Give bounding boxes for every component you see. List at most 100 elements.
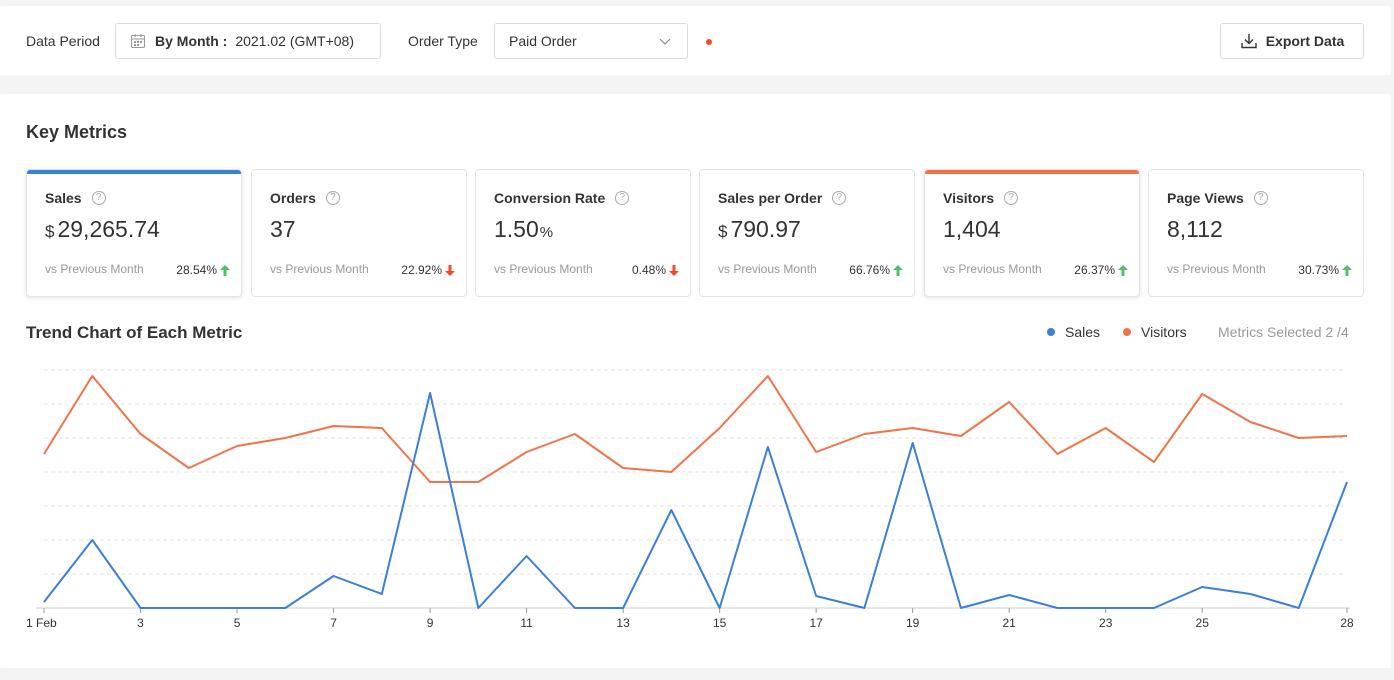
metric-card-visitors[interactable]: Visitors? 1,404 vs Previous Month 26.37% bbox=[924, 169, 1140, 297]
download-icon bbox=[1241, 34, 1257, 49]
x-tick-label: 25 bbox=[1196, 616, 1210, 630]
period-mode: By Month : bbox=[155, 33, 228, 49]
comparison-label: vs Previous Month bbox=[494, 262, 593, 276]
change-percent: 0.48% bbox=[632, 263, 679, 277]
help-icon[interactable]: ? bbox=[832, 191, 847, 205]
metric-number: 8,112 bbox=[1167, 216, 1223, 242]
x-tick-label: 3 bbox=[137, 616, 144, 630]
currency-prefix: $ bbox=[45, 222, 55, 241]
metric-value: 8,112 bbox=[1167, 216, 1223, 243]
metric-number: 37 bbox=[270, 216, 296, 242]
x-tick-label: 28 bbox=[1340, 616, 1354, 630]
comparison-label: vs Previous Month bbox=[718, 262, 817, 276]
data-period-picker[interactable]: By Month : 2021.02 (GMT+08) bbox=[115, 23, 381, 59]
metric-name-label: Orders bbox=[270, 190, 316, 206]
metric-value: $790.97 bbox=[718, 216, 801, 243]
metric-card-page-views[interactable]: Page Views? 8,112 vs Previous Month 30.73% bbox=[1148, 169, 1364, 297]
legend-label-visitors: Visitors bbox=[1141, 324, 1187, 340]
comparison-label: vs Previous Month bbox=[45, 262, 144, 276]
x-tick-label: 11 bbox=[520, 616, 533, 630]
x-tick-label: 5 bbox=[234, 616, 241, 630]
metric-name: Sales? bbox=[45, 190, 106, 206]
change-value: 66.76% bbox=[849, 263, 890, 277]
metric-number: 29,265.74 bbox=[57, 216, 160, 242]
help-icon[interactable]: ? bbox=[1004, 191, 1019, 205]
metric-name: Orders? bbox=[270, 190, 340, 206]
comparison-label: vs Previous Month bbox=[943, 262, 1042, 276]
metric-number: 1.50 bbox=[494, 216, 539, 242]
period-value: 2021.02 (GMT+08) bbox=[235, 33, 354, 49]
legend-visitors[interactable]: Visitors bbox=[1123, 324, 1187, 340]
metric-value: 37 bbox=[270, 216, 296, 243]
arrow-up-icon bbox=[893, 264, 903, 276]
calendar-icon bbox=[131, 34, 145, 48]
change-percent: 26.37% bbox=[1074, 263, 1128, 277]
metric-name: Visitors? bbox=[943, 190, 1019, 206]
metric-card-sales-per-order[interactable]: Sales per Order? $790.97 vs Previous Month… bbox=[699, 169, 915, 297]
metric-value: 1,404 bbox=[943, 216, 1001, 243]
x-tick-label: 15 bbox=[713, 616, 727, 630]
x-tick-label: 7 bbox=[330, 616, 337, 630]
arrow-down-icon bbox=[669, 264, 679, 276]
arrow-down-icon bbox=[445, 264, 455, 276]
x-tick-label: 1 Feb bbox=[26, 616, 57, 630]
selected-indicator bbox=[925, 170, 1139, 174]
help-icon[interactable]: ? bbox=[325, 191, 340, 205]
metric-card-conversion-rate[interactable]: Conversion Rate? 1.50% vs Previous Month 0.… bbox=[475, 169, 691, 297]
change-percent: 28.54% bbox=[176, 263, 230, 277]
notification-dot bbox=[706, 39, 712, 45]
x-tick-label: 17 bbox=[809, 616, 823, 630]
change-value: 30.73% bbox=[1298, 263, 1339, 277]
series-line-sales[interactable] bbox=[43, 392, 1348, 609]
metric-number: 790.97 bbox=[730, 216, 801, 242]
order-type-value: Paid Order bbox=[509, 33, 577, 49]
order-type-select[interactable]: Paid Order bbox=[494, 23, 688, 59]
metric-name: Sales per Order? bbox=[718, 190, 847, 206]
currency-prefix: $ bbox=[718, 222, 728, 241]
change-percent: 22.92% bbox=[401, 263, 455, 277]
order-type-label: Order Type bbox=[408, 33, 478, 49]
unit-suffix: % bbox=[539, 224, 554, 241]
metric-name-label: Sales per Order bbox=[718, 190, 823, 206]
arrow-up-icon bbox=[1342, 264, 1352, 276]
metric-name-label: Sales bbox=[45, 190, 82, 206]
legend-sales[interactable]: Sales bbox=[1047, 324, 1100, 340]
change-value: 26.37% bbox=[1074, 263, 1115, 277]
key-metrics-title: Key Metrics bbox=[26, 122, 128, 142]
arrow-up-icon bbox=[1118, 264, 1128, 276]
metric-name-label: Visitors bbox=[943, 190, 995, 206]
change-percent: 66.76% bbox=[849, 263, 903, 277]
legend-dot-sales bbox=[1047, 328, 1055, 336]
metric-name-label: Page Views bbox=[1167, 190, 1244, 206]
key-metrics-panel: Key Metrics Sales? $29,265.74 vs Previous … bbox=[0, 94, 1391, 668]
export-data-button[interactable]: Export Data bbox=[1220, 23, 1364, 59]
change-value: 0.48% bbox=[631, 263, 666, 277]
help-icon[interactable]: ? bbox=[615, 191, 630, 205]
help-icon[interactable]: ? bbox=[1253, 191, 1268, 205]
help-icon[interactable]: ? bbox=[91, 191, 106, 205]
metric-name: Page Views? bbox=[1167, 190, 1268, 206]
legend-label-sales: Sales bbox=[1065, 324, 1101, 340]
metric-number: 1,404 bbox=[943, 216, 1001, 242]
x-tick-label: 23 bbox=[1099, 616, 1113, 630]
metric-name-label: Conversion Rate bbox=[494, 190, 606, 206]
series-line-visitors[interactable] bbox=[43, 375, 1348, 483]
metric-card-sales[interactable]: Sales? $29,265.74 vs Previous Month 28.54% bbox=[26, 169, 242, 297]
metric-value: $29,265.74 bbox=[45, 216, 160, 243]
metric-card-orders[interactable]: Orders? 37 vs Previous Month 22.92% bbox=[251, 169, 467, 297]
change-value: 28.54% bbox=[176, 263, 217, 277]
comparison-label: vs Previous Month bbox=[1167, 262, 1266, 276]
x-tick-label: 13 bbox=[616, 616, 630, 630]
metric-name: Conversion Rate? bbox=[494, 190, 630, 206]
comparison-label: vs Previous Month bbox=[270, 262, 369, 276]
arrow-up-icon bbox=[220, 264, 230, 276]
change-percent: 30.73% bbox=[1298, 263, 1352, 277]
chevron-down-icon bbox=[659, 38, 671, 45]
x-tick-label: 19 bbox=[906, 616, 920, 630]
selected-indicator bbox=[27, 170, 241, 174]
export-label: Export Data bbox=[1265, 33, 1345, 49]
filter-bar: Data Period By Month : 2021.02 (GMT+08) … bbox=[0, 6, 1391, 75]
x-tick-label: 9 bbox=[427, 616, 434, 630]
metric-value: 1.50% bbox=[494, 216, 553, 243]
trend-chart: 1 Feb 3 5 7 9 11 13 15 17 19 21 23 25 28 bbox=[26, 369, 1354, 630]
